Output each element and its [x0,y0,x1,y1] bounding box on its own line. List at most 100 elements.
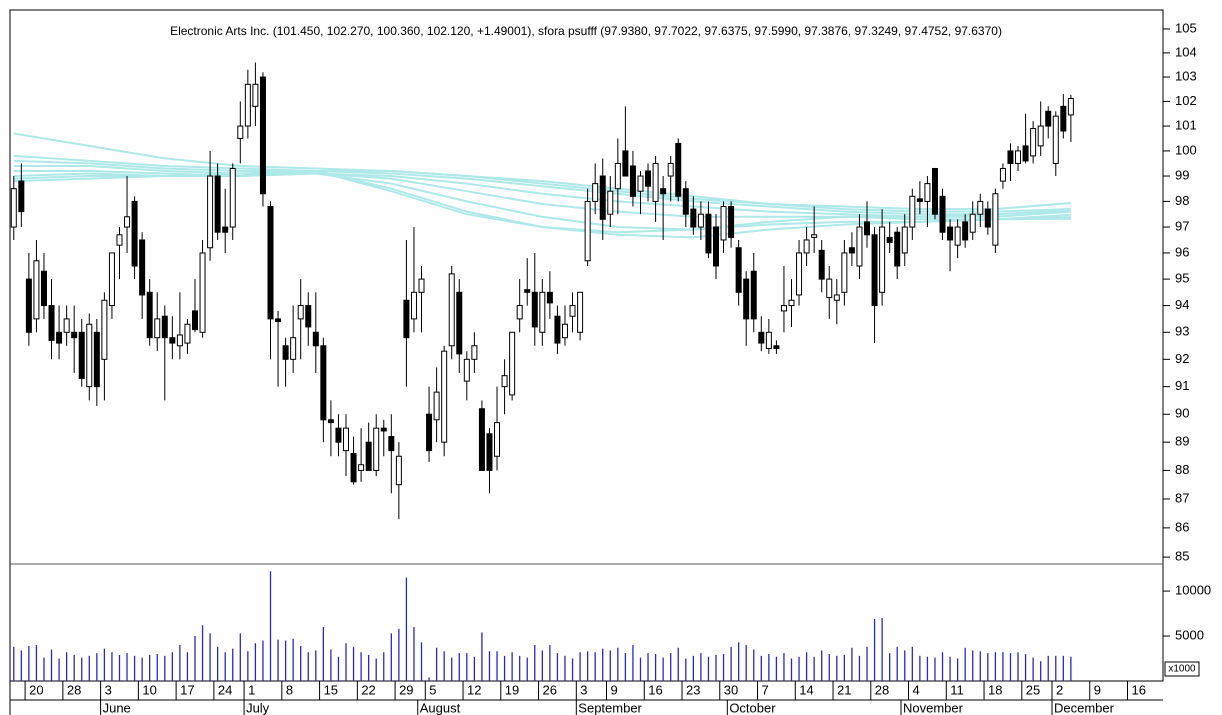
x-tick-label: 18 [988,682,1002,697]
candle-body [969,213,976,233]
x-tick-label: 22 [361,682,375,697]
candle-body [86,323,93,388]
volume-tick-label: 10000 [1175,583,1211,598]
candle-body [750,270,757,320]
y-tick-label: 105 [1175,20,1197,35]
x-tick-label: 16 [648,682,662,697]
candle-body [682,188,689,215]
candle-body [577,291,584,333]
x-tick-label: 4 [913,682,920,697]
candle-body [871,234,878,307]
candle-body [343,427,350,452]
candle-body [222,226,229,233]
candle-body [350,452,357,483]
month-label: September [578,700,642,715]
candle-body [229,167,236,228]
candle-body [161,315,168,339]
candle-body [622,150,629,177]
x-tick-label: 10 [142,682,156,697]
x-tick-label: 28 [875,682,889,697]
x-tick-label: 23 [686,682,700,697]
y-tick-label: 85 [1175,549,1189,564]
month-label: August [420,700,461,715]
candle-body [71,331,78,339]
candle-body [252,83,259,107]
candle-body [690,208,697,228]
month-label: October [729,700,776,715]
candle-body [358,464,365,471]
x-tick-label: 9 [611,682,618,697]
candle-body [720,206,727,241]
candle-body [282,345,289,360]
candle-body [848,247,855,254]
candle-body [962,221,969,241]
candle-body [56,331,63,344]
candle-body [297,305,304,320]
month-label: July [246,700,270,715]
candle-body [410,291,417,320]
candle-body [418,278,425,293]
candle-body [901,226,908,254]
y-tick-label: 93 [1175,324,1189,339]
candle-body [320,345,327,421]
candle-body [977,200,984,215]
y-tick-label: 102 [1175,93,1197,108]
candle-body [675,142,682,197]
candle-body [773,345,780,349]
candle-body [909,195,916,228]
candle-body [426,413,433,452]
candle-body [169,337,176,344]
y-tick-label: 94 [1175,297,1189,312]
candle-body [63,318,70,333]
candle-body [954,226,961,246]
candle-body [327,419,334,424]
candle-body [267,206,274,320]
candle-body [10,188,17,228]
candle-body [652,162,659,202]
candle-body [1030,128,1037,157]
candle-body [259,76,266,195]
candle-body [1007,150,1014,164]
candle-body [335,427,342,443]
x-tick-label: 14 [799,682,813,697]
candle-body [146,291,153,339]
y-tick-label: 101 [1175,117,1197,132]
x-tick-label: 3 [105,682,112,697]
candle-body [780,305,787,312]
candle-body [743,278,750,320]
candle-body [947,226,954,241]
candle-body [1037,125,1044,147]
candle-body [312,331,319,347]
candle-body [833,294,840,301]
candle-body [290,337,297,360]
plot-frame [9,9,1164,682]
candle-body [796,252,803,296]
candle-body [569,305,576,317]
candle-body [305,305,312,328]
candle-body [501,375,508,388]
candle-body [214,175,221,233]
candle-body [735,247,742,293]
candle-body [818,249,825,280]
y-tick-label: 95 [1175,271,1189,286]
candle-body [139,239,146,296]
candle-body [18,180,25,213]
candle-body [48,305,55,341]
candle-body [660,188,667,195]
x-tick-label: 7 [762,682,769,697]
y-tick-label: 98 [1175,193,1189,208]
candle-body [395,455,402,486]
candle-body [992,193,999,246]
candle-body [509,331,516,396]
moving-average [13,159,1071,216]
x-tick-label: 20 [29,682,43,697]
candle-body [554,315,561,344]
candle-body [1045,110,1052,127]
candle-body [607,190,614,215]
candle-body [803,239,810,254]
x-tick-label: 2 [1056,682,1063,697]
x-tick-label: 1 [248,682,255,697]
candle-body [916,198,923,202]
candle-body [40,270,47,307]
candle-body [879,226,886,293]
